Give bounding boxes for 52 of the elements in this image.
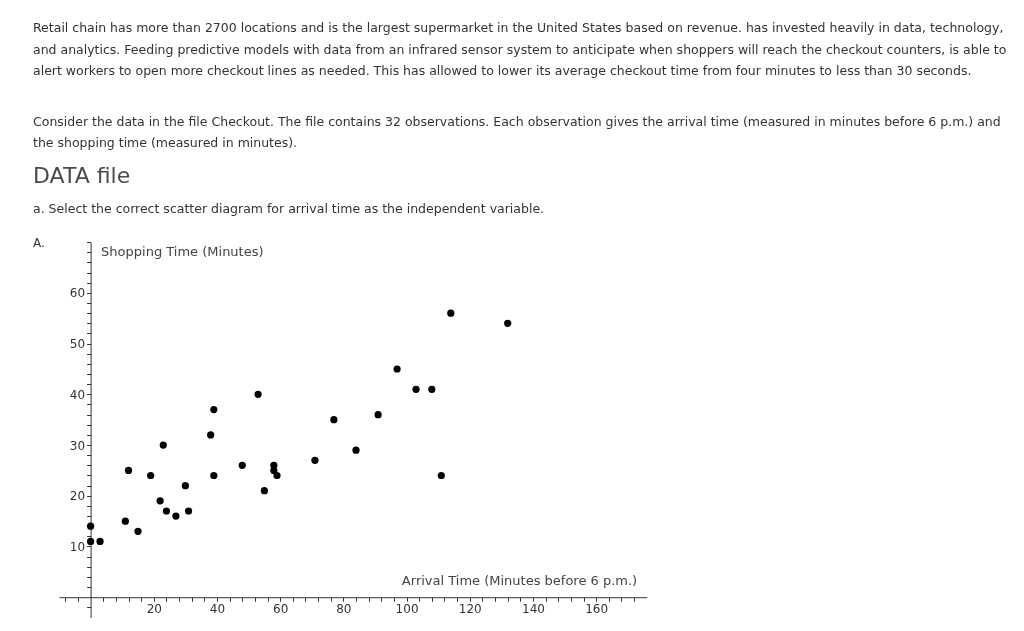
point: [86, 522, 95, 530]
point: [273, 471, 281, 480]
point: [412, 385, 420, 393]
x-axis-title: Arrival Time (Minutes before 6 p.m.): [401, 572, 638, 588]
point: [330, 416, 338, 424]
y-tick-label: 60: [69, 286, 86, 301]
y-tick-label: 50: [69, 337, 86, 352]
point: [121, 517, 129, 525]
point: [447, 309, 455, 317]
point: [124, 466, 133, 475]
point: [393, 365, 401, 373]
text: a. Select the correct scatter diagram for arrival time as the independent variable.: [33, 200, 545, 216]
y-tick-label: 10: [69, 540, 86, 554]
point: [96, 537, 104, 546]
point: [238, 461, 246, 469]
point: [210, 471, 218, 480]
x-tick-label: 80: [336, 601, 352, 616]
text: A.: [33, 235, 45, 250]
point: [437, 471, 445, 480]
point: [184, 507, 193, 515]
y-tick-label: 20: [69, 489, 86, 504]
y-axis-title: Shopping Time (Minutes): [101, 243, 264, 259]
x-tick-label: 40: [209, 601, 226, 616]
y-tick-label: 30: [69, 438, 86, 453]
x-tick-label: 60: [273, 601, 289, 616]
point: [260, 487, 268, 495]
point: [86, 537, 95, 546]
point: [374, 411, 382, 419]
x-tick-label: 160: [585, 601, 609, 616]
point: [156, 497, 164, 505]
point: [207, 431, 215, 439]
x-tick-label: 120: [458, 601, 482, 616]
point: [254, 390, 262, 398]
text: Retail chain has more than 2700 locations and is the largest supermarket in the United States based on revenue. has invested heavily in data, technology, and analytics. Feeding predictive models with data from an infrared sensor system to anticipate when shoppers will reach the checkout counters, is able to alert workers to open more checkout lines as needed. This has allowed to lower its average checkout time from four minutes to less than 30 seconds.: [33, 20, 1007, 78]
point: [352, 446, 360, 454]
point: [210, 405, 218, 414]
point: [147, 471, 155, 480]
point: [134, 527, 142, 535]
point: [159, 441, 167, 449]
y-tick-label: 40: [69, 387, 86, 402]
x-tick-label: 140: [522, 601, 545, 616]
point: [181, 482, 189, 490]
x-tick-label: 100: [395, 601, 419, 616]
point: [428, 385, 436, 393]
point: [270, 466, 278, 475]
text: DATA file: [33, 163, 131, 188]
x-tick-label: 20: [146, 601, 162, 616]
text: Consider the data in the file Checkout. The file contains 32 observations. Each observation gives the arrival time (measured in minutes before 6 p.m.) and the shopping time (measured in minutes).: [33, 113, 1001, 150]
point: [162, 507, 171, 515]
point: [172, 512, 180, 520]
point: [504, 319, 512, 327]
point: [311, 456, 319, 464]
